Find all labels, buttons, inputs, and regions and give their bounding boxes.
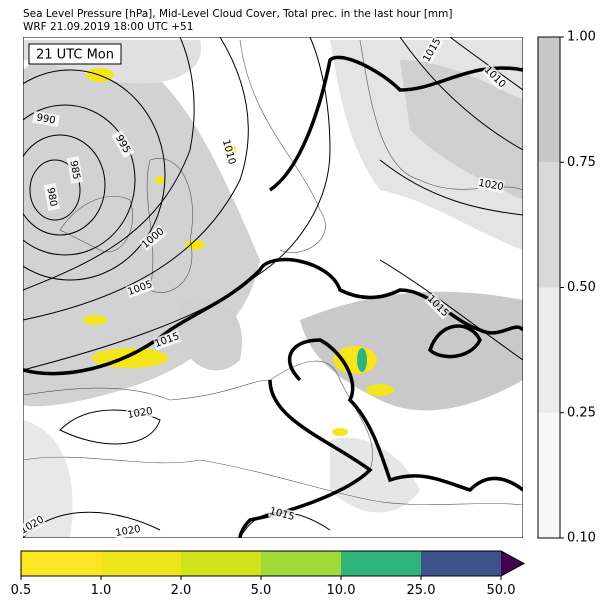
colorbar-tick-label: 0.50 — [567, 280, 596, 295]
subtitle: WRF 21.09.2019 18:00 UTC +51 — [23, 21, 193, 33]
title: Sea Level Pressure [hPa], Mid-Level Clou… — [23, 8, 453, 20]
colorbar-segment — [21, 551, 101, 576]
colorbar-tick-label: 50.0 — [487, 583, 516, 598]
colorbar-segment — [341, 551, 421, 576]
contour-label-bg — [152, 329, 182, 351]
colorbar-tick-label: 0.5 — [11, 583, 32, 598]
colorbar-segment — [261, 551, 341, 576]
contour-label-bg — [114, 522, 142, 538]
contour-label: 1020 — [127, 406, 154, 421]
cloud-boundary — [23, 55, 523, 538]
contour-label-bg — [125, 277, 155, 299]
colorbar-segment — [538, 37, 560, 163]
map: 1015101099099598598010101020100010051015… — [23, 37, 523, 539]
contour-label-bg — [424, 292, 452, 320]
colorbar-segment — [181, 551, 261, 576]
colorbar-tick-label: 2.0 — [171, 583, 192, 598]
contour-label-bg — [139, 225, 167, 251]
colorbar-extend — [501, 551, 524, 576]
colorbar-tick-label: 0.25 — [567, 405, 596, 420]
colorbar-tick-label: 0.75 — [567, 155, 596, 170]
contour-label-bg — [66, 156, 84, 184]
precip-colorbar: 0.5 1.0 2.0 5.0 10.0 25.0 50.0 — [11, 550, 526, 598]
contour-label-bg — [267, 504, 297, 524]
contour-label-bg — [481, 63, 509, 91]
contour-label: 990 — [36, 112, 57, 126]
contour-label-bg — [43, 183, 61, 211]
contour-label-bg — [23, 513, 47, 537]
colorbar-tick-label: 25.0 — [407, 583, 436, 598]
contour-label: 1020 — [477, 178, 504, 193]
coastlines — [23, 39, 523, 506]
contour-label: 980 — [44, 187, 58, 208]
cloud-colorbar: 0.10 0.25 0.50 0.75 1.00 — [537, 30, 596, 546]
colorbar-segment — [538, 287, 560, 413]
colorbar-segment — [538, 162, 560, 288]
contour-label-bg — [219, 137, 239, 167]
colorbar-segment — [421, 551, 501, 576]
colorbar-tick-label: 1.00 — [567, 30, 596, 45]
contour-label-bg — [111, 129, 135, 159]
colorbar-segment — [538, 412, 560, 538]
colorbar-tick-label: 5.0 — [251, 583, 272, 598]
contour-label-bg — [32, 110, 60, 128]
contour-label-bg — [477, 176, 505, 194]
time-label-box — [28, 43, 122, 65]
colorbar-tick-label: 1.0 — [91, 583, 112, 598]
colorbar-frame — [20, 550, 526, 577]
contour-label: 1020 — [115, 524, 142, 539]
colorbar-tick-label: 10.0 — [327, 583, 356, 598]
colorbar-tick-label: 0.10 — [567, 531, 596, 546]
contour-label: 985 — [67, 160, 81, 181]
contour-label-bg — [420, 37, 444, 65]
contour-label-bg — [126, 404, 154, 422]
time-label: 21 UTC Mon — [36, 48, 114, 63]
colorbar-segment — [101, 551, 181, 576]
